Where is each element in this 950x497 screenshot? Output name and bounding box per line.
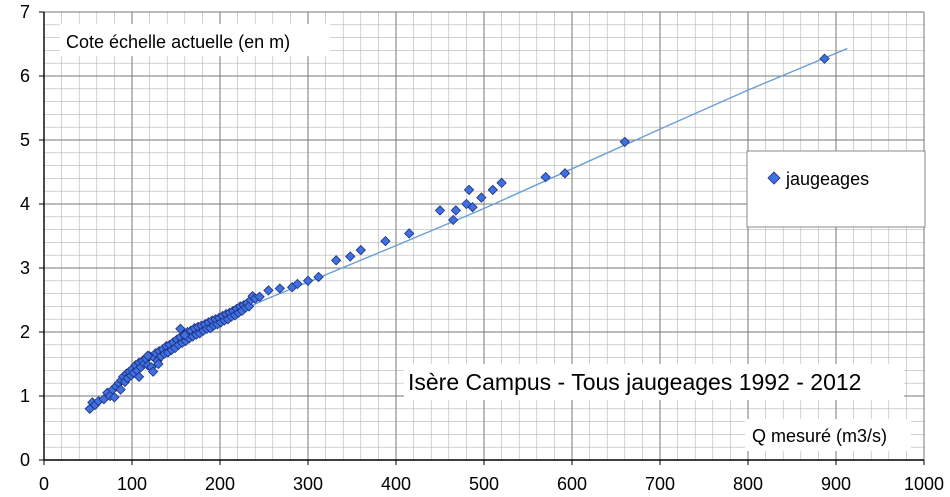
y-axis-label: Cote échelle actuelle (en m) (66, 32, 290, 52)
x-tick-label: 900 (821, 474, 851, 494)
data-point (559, 168, 571, 179)
data-point (619, 136, 630, 148)
data-point (434, 205, 446, 216)
x-tick-label: 600 (557, 474, 587, 494)
data-point (292, 278, 303, 290)
x-axis-label: Q mesuré (m3/s) (752, 426, 887, 446)
ylabel-box (60, 24, 330, 56)
title-box (404, 364, 904, 400)
y-tick-labels: 0 1 2 3 4 5 6 7 (20, 2, 30, 470)
legend-box (746, 150, 926, 228)
data-point (274, 283, 286, 294)
x-tick-label: 800 (733, 474, 763, 494)
y-tick-label: 7 (20, 2, 30, 22)
data-point (109, 392, 120, 403)
data-point (540, 171, 551, 183)
x-tick-label: 0 (39, 474, 49, 494)
data-point (147, 366, 159, 377)
data-point (487, 184, 498, 196)
data-point (355, 244, 366, 256)
y-tick-label: 0 (20, 450, 30, 470)
data-point (496, 177, 507, 189)
legend: jaugeages (746, 150, 926, 228)
data-point (450, 205, 462, 216)
data-point (380, 235, 391, 247)
x-tick-label: 1000 (904, 474, 944, 494)
y-tick-label: 1 (20, 386, 30, 406)
y-tick-label: 2 (20, 322, 30, 342)
data-point (153, 358, 164, 370)
x-tick-label: 100 (117, 474, 147, 494)
data-point (476, 192, 487, 203)
chart-title: Isère Campus - Tous jaugeages 1992 - 201… (408, 369, 861, 395)
y-tick-label: 6 (20, 66, 30, 86)
data-point (819, 53, 830, 64)
x-tick-label: 500 (469, 474, 499, 494)
data-point (179, 330, 190, 341)
xlabel-box (745, 419, 911, 451)
legend-marker (767, 171, 781, 185)
legend-label: jaugeages (785, 169, 869, 189)
data-point (133, 371, 145, 382)
data-points-layer (84, 53, 830, 414)
data-point (115, 384, 126, 395)
x-tick-label: 400 (381, 474, 411, 494)
x-tick-labels: 0 100 200 300 400 500 600 700 800 900 1000 (39, 474, 944, 494)
data-point (463, 184, 475, 196)
data-point (254, 291, 265, 302)
data-point (142, 350, 154, 361)
data-point (404, 228, 415, 239)
data-point (263, 285, 274, 296)
axes (39, 11, 925, 465)
x-tick-label: 200 (205, 474, 235, 494)
data-point (345, 251, 356, 262)
x-tick-label: 700 (645, 474, 675, 494)
data-point (330, 255, 342, 266)
y-tick-label: 4 (20, 194, 30, 214)
data-point (302, 275, 314, 286)
y-tick-label: 5 (20, 130, 30, 150)
data-point (461, 198, 472, 210)
data-point (175, 323, 186, 334)
y-tick-label: 3 (20, 258, 30, 278)
data-point (448, 214, 459, 226)
data-point (313, 271, 324, 283)
x-tick-label: 300 (293, 474, 323, 494)
data-point (467, 202, 478, 213)
